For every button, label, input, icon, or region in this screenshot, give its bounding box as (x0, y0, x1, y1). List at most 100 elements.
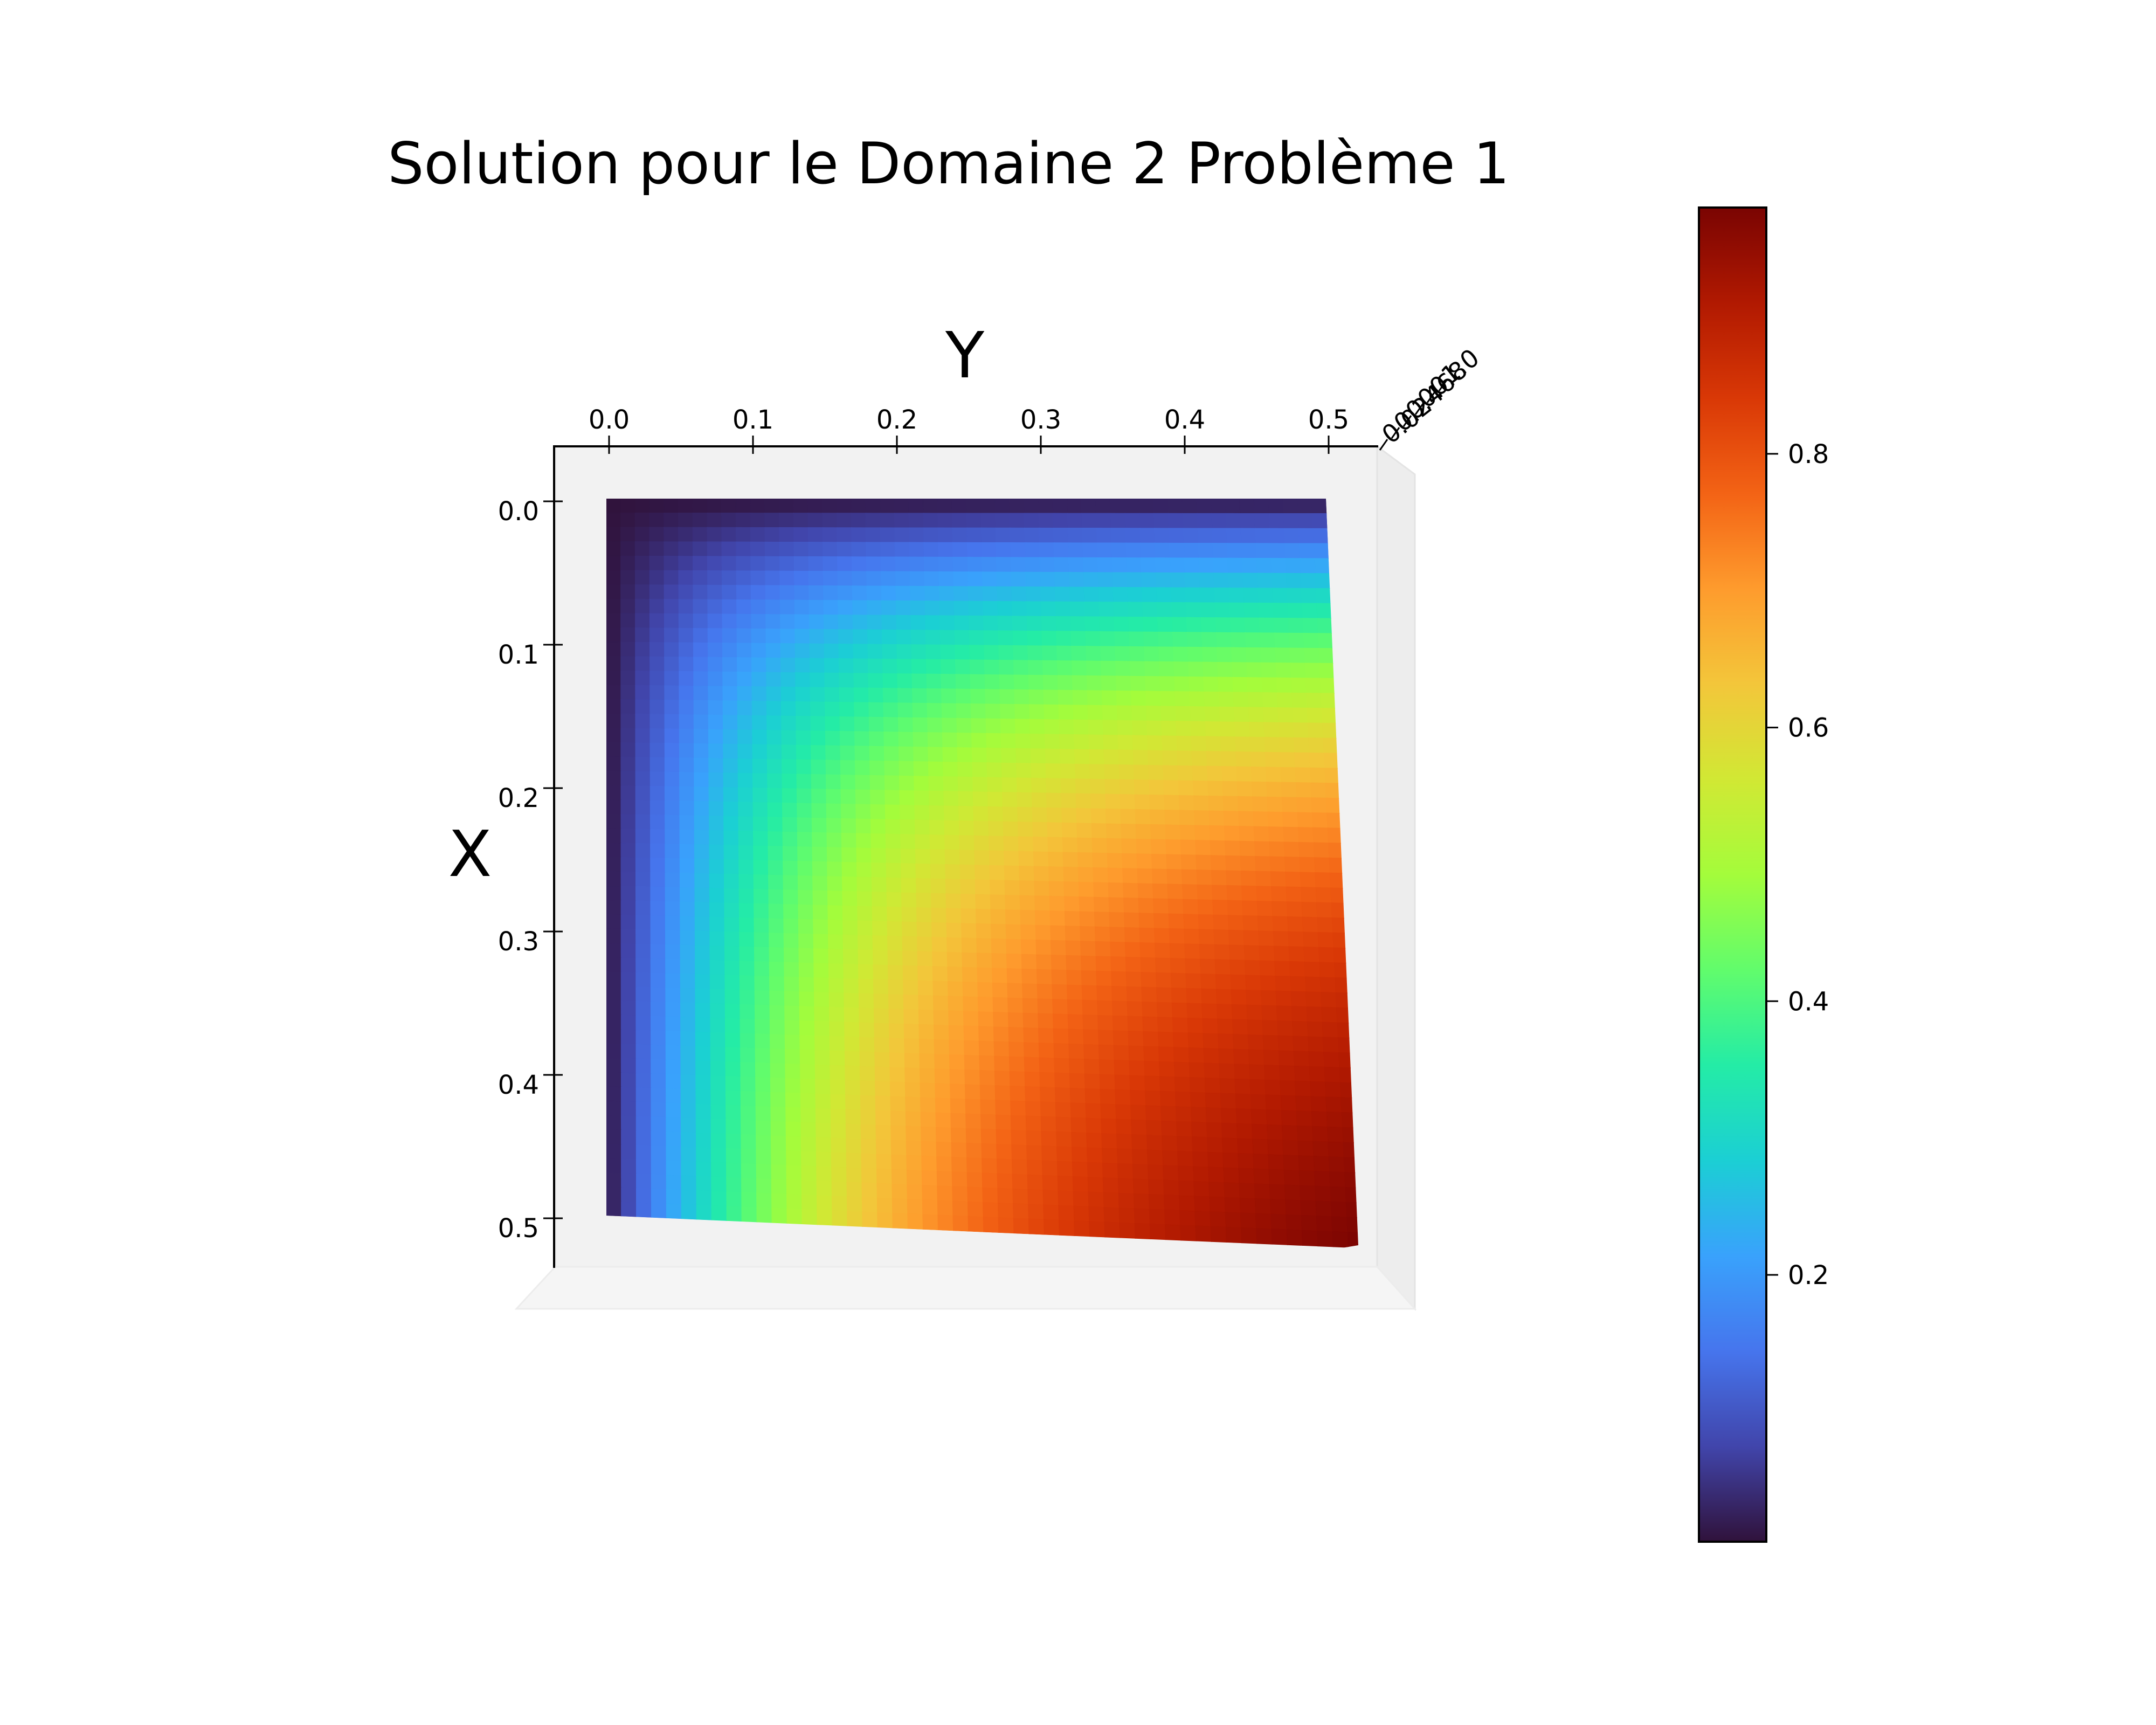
surface-cell (1232, 1019, 1249, 1036)
surface-cell (978, 1040, 995, 1057)
surface-cell (884, 761, 900, 777)
surface-cell (1226, 543, 1243, 559)
surface-cell (890, 1110, 907, 1127)
surface-cell (822, 527, 838, 543)
surface-cell (649, 641, 665, 658)
surface-cell (620, 928, 637, 944)
surface-cell (906, 1140, 922, 1157)
surface-cell (1236, 1123, 1253, 1140)
surface-cell (980, 1114, 997, 1130)
surface-cell (1217, 661, 1234, 678)
surface-cell (755, 1062, 771, 1079)
surface-cell (1317, 917, 1333, 934)
surface-cell (1240, 513, 1256, 529)
surface-cell (769, 933, 785, 949)
surface-cell (889, 1081, 906, 1098)
surface-cell (1024, 542, 1040, 558)
surface-cell (1070, 1117, 1087, 1134)
surface-cell (1111, 985, 1128, 1002)
surface-cell (799, 1006, 816, 1022)
surface-cell (1008, 1027, 1025, 1043)
surface-cell (1139, 528, 1156, 544)
surface-cell (794, 643, 811, 659)
surface-cell (736, 628, 752, 644)
surface-cell (1072, 675, 1088, 691)
surface-cell (1231, 989, 1247, 1006)
surface-cell (1040, 1087, 1056, 1103)
surface-cell (1079, 896, 1095, 913)
surface-cell (953, 601, 970, 617)
surface-cell (695, 1003, 711, 1019)
surface-cell (1249, 736, 1266, 753)
surface-cell (1083, 586, 1100, 603)
surface-cell (948, 1025, 965, 1041)
surface-cell (710, 1061, 727, 1077)
surface-cell (1214, 587, 1231, 604)
surface-cell (753, 874, 769, 891)
surface-cell (840, 803, 857, 819)
surface-cell (1024, 1042, 1040, 1058)
surface-cell (725, 1162, 742, 1179)
surface-cell (837, 556, 853, 572)
surface-cell (1082, 1015, 1099, 1031)
surface-cell (1286, 886, 1302, 903)
surface-cell (979, 1070, 996, 1086)
surface-cell (678, 642, 694, 658)
surface-cell (1196, 870, 1213, 886)
surface-cell (635, 1159, 652, 1175)
surface-cell (1293, 722, 1309, 739)
surface-cell (695, 1132, 712, 1149)
surface-cell (1277, 1020, 1294, 1037)
surface-cell (913, 747, 929, 763)
surface-cell (1283, 841, 1300, 858)
surface-cell (1256, 572, 1273, 589)
surface-cell (928, 776, 944, 792)
surface-cell (884, 775, 900, 791)
surface-cell (779, 585, 796, 601)
surface-cell (1088, 1206, 1105, 1223)
surface-cell (843, 978, 860, 995)
surface-cell (726, 1177, 742, 1193)
surface-cell (866, 556, 882, 572)
surface-cell (1018, 822, 1034, 838)
surface-cell (664, 570, 679, 586)
surface-cell (1185, 973, 1202, 990)
surface-cell (911, 644, 927, 660)
surface-cell (620, 1015, 637, 1031)
surface-cell (650, 1016, 667, 1032)
surface-cell (709, 902, 725, 918)
surface-cell (798, 919, 814, 935)
surface-cell (666, 1088, 682, 1104)
surface-cell (1320, 992, 1337, 1009)
surface-cell (1199, 944, 1216, 960)
surface-cell (876, 1197, 893, 1214)
surface-cell (679, 844, 695, 860)
surface-cell (1228, 588, 1245, 604)
surface-cell (664, 743, 680, 758)
surface-cell (1039, 1057, 1055, 1074)
surface-cell (1090, 794, 1107, 810)
surface-cell (1301, 588, 1317, 604)
surface-cell (914, 790, 930, 806)
z-tick-mark (1438, 380, 1448, 391)
surface-cell (1314, 857, 1331, 874)
surface-cell (1315, 872, 1331, 888)
surface-cell (1147, 735, 1163, 751)
surface-cell (859, 1008, 875, 1024)
surface-cell (891, 1154, 908, 1171)
surface-cell (783, 889, 799, 906)
surface-cell (1129, 646, 1145, 663)
surface-cell (1239, 840, 1256, 857)
surface-cell (959, 835, 975, 851)
surface-cell (882, 687, 899, 703)
surface-cell (782, 788, 798, 804)
surface-cell (785, 1092, 801, 1109)
surface-cell (1038, 513, 1054, 529)
surface-cell (915, 834, 931, 850)
x-axis-ticks: 0.00.10.20.30.40.5 (498, 496, 563, 1244)
surface-cell (621, 1187, 637, 1203)
surface-cell (649, 785, 666, 802)
surface-cell (694, 772, 710, 788)
surface-cell (723, 801, 739, 817)
surface-cell (620, 613, 636, 629)
